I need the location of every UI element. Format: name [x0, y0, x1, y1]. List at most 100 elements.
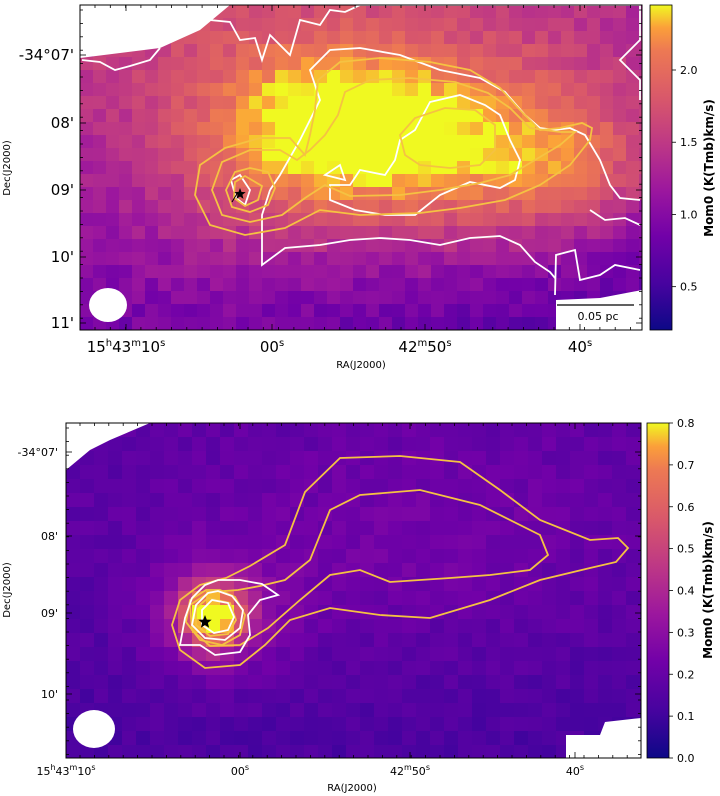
- heatmap-cell: [639, 174, 642, 188]
- heatmap-cell: [613, 161, 627, 175]
- heatmap-cell: [587, 57, 601, 71]
- heatmap-cell: [304, 507, 319, 522]
- heatmap-cell: [94, 451, 109, 466]
- heatmap-cell: [192, 731, 207, 746]
- scale-bar-label: 0.05 pc: [577, 310, 618, 323]
- heatmap-cell: [457, 304, 471, 318]
- heatmap-cell: [150, 661, 165, 676]
- heatmap-cell: [360, 465, 375, 480]
- heatmap-cell: [262, 521, 277, 536]
- heatmap-cell: [402, 437, 417, 452]
- heatmap-cell: [145, 200, 159, 214]
- heatmap-cell: [483, 122, 497, 136]
- heatmap-cell: [418, 187, 432, 201]
- heatmap-cell: [314, 265, 328, 279]
- heatmap-cell: [514, 661, 529, 676]
- heatmap-cell: [470, 44, 484, 58]
- heatmap-cell: [80, 265, 94, 279]
- heatmap-cell: [150, 619, 165, 634]
- heatmap-cell: [457, 291, 471, 305]
- heatmap-cell: [220, 521, 235, 536]
- heatmap-cell: [613, 70, 627, 84]
- heatmap-cell: [192, 703, 207, 718]
- heatmap-cell: [210, 122, 224, 136]
- heatmap-cell: [108, 577, 123, 592]
- heatmap-cell: [379, 187, 393, 201]
- heatmap-cell: [405, 291, 419, 305]
- heatmap-cell: [136, 647, 151, 662]
- heatmap-cell: [374, 675, 389, 690]
- heatmap-cell: [639, 226, 642, 240]
- heatmap-cell: [108, 745, 123, 758]
- heatmap-cell: [392, 213, 406, 227]
- heatmap-cell: [327, 304, 341, 318]
- heatmap-cell: [366, 18, 380, 32]
- heatmap-cell: [94, 619, 109, 634]
- heatmap-cell: [262, 122, 276, 136]
- heatmap-cell: [556, 577, 571, 592]
- heatmap-cell: [346, 647, 361, 662]
- heatmap-cell: [249, 57, 263, 71]
- heatmap-cell: [522, 122, 536, 136]
- heatmap-cell: [119, 239, 133, 253]
- heatmap-cell: [402, 661, 417, 676]
- heatmap-cell: [587, 148, 601, 162]
- heatmap-cell: [197, 57, 211, 71]
- heatmap-cell: [94, 577, 109, 592]
- heatmap-cell: [304, 577, 319, 592]
- heatmap-cell: [522, 174, 536, 188]
- heatmap-cell: [626, 479, 641, 494]
- colorbar-title: Mom0 (K(Tmb)km/s): [701, 521, 715, 659]
- heatmap-cell: [276, 451, 291, 466]
- heatmap-cell: [332, 605, 347, 620]
- heatmap-cell: [276, 745, 291, 758]
- heatmap-cell: [374, 451, 389, 466]
- heatmap-cell: [145, 83, 159, 97]
- heatmap-cell: [388, 703, 403, 718]
- heatmap-cell: [570, 521, 585, 536]
- heatmap-cell: [234, 745, 249, 758]
- heatmap-cell: [304, 633, 319, 648]
- heatmap-cell: [80, 549, 95, 564]
- heatmap-cell: [556, 591, 571, 606]
- heatmap-cell: [210, 317, 224, 330]
- heatmap-cell: [496, 252, 510, 266]
- heatmap-cell: [514, 507, 529, 522]
- heatmap-cell: [600, 31, 614, 45]
- heatmap-cell: [275, 265, 289, 279]
- heatmap-cell: [340, 122, 354, 136]
- heatmap-cell: [388, 591, 403, 606]
- heatmap-cell: [150, 605, 165, 620]
- heatmap-cell: [108, 549, 123, 564]
- heatmap-cell: [223, 304, 237, 318]
- heatmap-cell: [584, 619, 599, 634]
- heatmap-cell: [416, 661, 431, 676]
- heatmap-cell: [288, 291, 302, 305]
- heatmap-cell: [612, 703, 627, 718]
- heatmap-cell: [483, 5, 497, 19]
- heatmap-cell: [600, 70, 614, 84]
- heatmap-cell: [556, 661, 571, 676]
- heatmap-cell: [171, 148, 185, 162]
- heatmap-cell: [626, 423, 641, 438]
- heatmap-cell: [430, 577, 445, 592]
- heatmap-cell: [535, 83, 549, 97]
- heatmap-cell: [164, 591, 179, 606]
- heatmap-cell: [405, 252, 419, 266]
- heatmap-cell: [392, 317, 406, 330]
- heatmap-cell: [613, 252, 627, 266]
- heatmap-cell: [353, 187, 367, 201]
- heatmap-cell: [136, 451, 151, 466]
- heatmap-cell: [197, 83, 211, 97]
- heatmap-cell: [598, 493, 613, 508]
- heatmap-cell: [402, 577, 417, 592]
- heatmap-cell: [206, 521, 221, 536]
- heatmap-cell: [509, 291, 523, 305]
- heatmap-cell: [164, 731, 179, 746]
- heatmap-cell: [275, 18, 289, 32]
- colorbar-tick-label: 0.0: [677, 752, 695, 765]
- heatmap-cell: [626, 647, 641, 662]
- heatmap-cell: [444, 703, 459, 718]
- heatmap-cell: [234, 549, 249, 564]
